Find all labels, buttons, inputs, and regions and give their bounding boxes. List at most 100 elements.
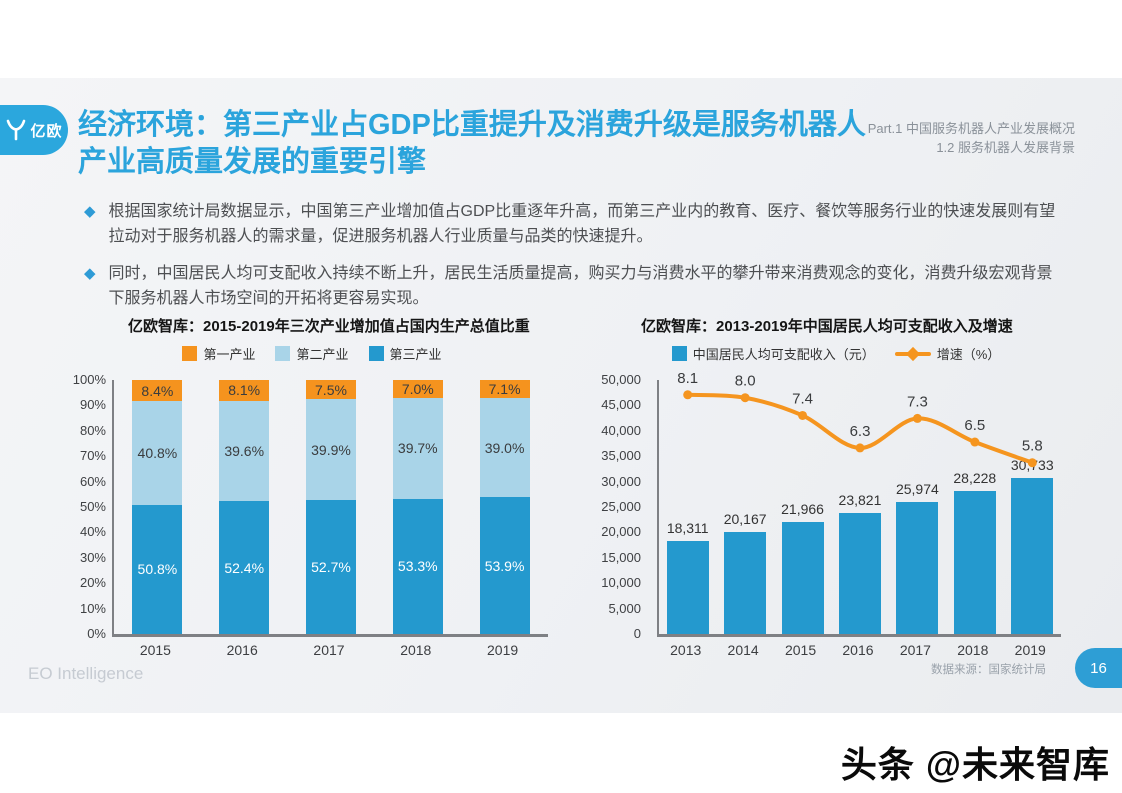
legend-swatch [671, 346, 687, 361]
x-tick-label: 2019 [1014, 642, 1046, 658]
section-subpart: 1.2 服务机器人发展背景 [936, 140, 1075, 155]
y-tick-label: 90% [79, 397, 106, 413]
line-point-marker [855, 443, 865, 453]
legend-item: 增速（%） [894, 344, 1001, 363]
y-tick-label: 5,000 [608, 600, 641, 616]
bar [781, 522, 824, 634]
eo-logo: 亿欧 [0, 105, 68, 155]
legend-label: 第二产业 [296, 347, 349, 362]
legend-item: 第三产业 [368, 344, 442, 363]
bar-segment: 7.5% [305, 380, 356, 400]
line-point-marker [970, 437, 980, 447]
stacked-bar: 7.5% 39.9% 52.7% [305, 380, 356, 634]
bullet-item: ◆ 同时，中国居民人均可支配收入持续不断上升，居民生活质量提高，购买力与消费水平… [84, 261, 1066, 311]
y-tick-label: 50% [79, 499, 106, 514]
bar-segment: 8.1% [219, 380, 270, 401]
y-tick-label: 50,000 [601, 372, 641, 387]
bullet-text: 根据国家统计局数据显示，中国第三产业增加值占GDP比重逐年升高，而第三产业内的教… [108, 203, 1056, 245]
income-chart-title: 亿欧智库：2013-2019年中国居民人均可支配收入及增速 [641, 318, 1013, 335]
y-tick-label: 40% [79, 524, 106, 540]
stacked-bar: 8.4% 40.8% 50.8% [132, 380, 183, 634]
bar-column: 28,228 [953, 380, 996, 634]
industry-chart-xaxis: 2015 2016 2017 2018 2019 [112, 642, 546, 658]
bar-segment: 39.9% [305, 399, 356, 501]
stacked-bar: 8.1% 39.6% 52.4% [219, 380, 270, 634]
bar [838, 513, 881, 634]
bar-value-label: 23,821 [838, 492, 882, 508]
legend-label: 增速（%） [936, 347, 1001, 362]
y-tick-label: 60% [79, 473, 106, 489]
bullet-list: ◆ 根据国家统计局数据显示，中国第三产业增加值占GDP比重逐年升高，而第三产业内… [84, 199, 1066, 323]
section-breadcrumb: Part.1 中国服务机器人产业发展概况 1.2 服务机器人发展背景 [868, 119, 1075, 157]
line-point-marker [912, 413, 922, 423]
x-tick-label: 2018 [957, 642, 989, 658]
income-chart: 亿欧智库：2013-2019年中国居民人均可支配收入及增速 中国居民人均可支配收… [597, 315, 1075, 658]
logo-text: 亿欧 [30, 122, 63, 140]
bar-value-label: 21,966 [781, 501, 824, 518]
x-tick-label: 2016 [842, 642, 874, 658]
bar-column: 23,821 [839, 380, 881, 634]
y-tick-label: 35,000 [601, 448, 641, 464]
bar-segment: 40.8% [132, 401, 183, 505]
line-value-label: 8.1 [677, 370, 698, 387]
x-tick-label: 2019 [487, 642, 519, 658]
y-tick-label: 0% [87, 626, 106, 641]
line-point-marker [798, 410, 808, 420]
y-tick-label: 45,000 [601, 397, 641, 413]
bar-value-label: 18,311 [666, 519, 709, 536]
bar-segment: 8.4% [132, 380, 183, 402]
y-tick-label: 20,000 [601, 524, 641, 540]
industry-chart-plot-wrap: 100% 90% 80% 70% 60% 50% 40% 30% 20% 10% 0% 8.4% 40… [62, 372, 562, 658]
growth-line-layer: 8.1 8.0 7.4 6.3 7.3 6.5 5.8 [677, 370, 1043, 468]
bar [666, 540, 709, 634]
bar-column: 18,311 [666, 380, 709, 634]
page-number-badge: 16 [1075, 648, 1122, 688]
x-tick-label: 2018 [400, 642, 432, 658]
industry-chart-title: 亿欧智库：2015-2019年三次产业增加值占国内生产总值比重 [128, 318, 530, 335]
line-value-label: 5.8 [1022, 438, 1043, 455]
income-chart-legend: 中国居民人均可支配收入（元） 增速（%） [597, 344, 1075, 363]
x-tick-label: 2013 [670, 642, 702, 658]
bar-segment: 52.4% [219, 501, 270, 634]
bar-column: 21,966 [781, 380, 824, 634]
legend-line-marker-icon [905, 346, 920, 361]
legend-label: 第一产业 [203, 347, 256, 362]
bullet-item: ◆ 根据国家统计局数据显示，中国第三产业增加值占GDP比重逐年升高，而第三产业内… [84, 199, 1066, 249]
line-value-label: 7.3 [907, 393, 928, 410]
legend-label: 中国居民人均可支配收入（元） [692, 347, 875, 362]
line-value-label: 8.0 [735, 373, 756, 390]
legend-item: 第二产业 [275, 344, 349, 363]
y-tick-label: 20% [79, 575, 106, 591]
legend-swatch [368, 346, 384, 361]
y-tick-label: 10,000 [601, 575, 641, 591]
y-tick-label: 70% [79, 448, 106, 464]
y-tick-label: 30% [79, 549, 106, 565]
bar [953, 490, 996, 634]
bar-segment: 7.1% [479, 380, 530, 399]
y-tick-label: 40,000 [601, 422, 641, 438]
line-value-label: 7.4 [792, 390, 813, 407]
legend-swatch [182, 346, 198, 361]
legend-swatch [275, 346, 291, 361]
industry-chart-plot: 8.4% 40.8% 50.8% 8.1% 39.6% 52.4% 7.5% 39.9% 52.… [112, 380, 548, 637]
eo-logo-icon [7, 119, 26, 141]
bar-segment: 50.8% [132, 504, 183, 634]
line-value-label: 6.5 [964, 417, 985, 434]
line-value-label: 6.3 [850, 423, 871, 440]
bar-value-label: 20,167 [723, 510, 767, 527]
line-point-marker [740, 393, 750, 403]
bar-value-label: 25,974 [895, 481, 939, 498]
bar-column: 20,167 [724, 380, 767, 634]
income-chart-plot: 18,31120,16721,96623,82125,97428,22830,7… [657, 370, 1061, 637]
y-tick-label: 80% [79, 422, 106, 438]
legend-label: 第三产业 [389, 347, 442, 362]
bullet-text: 同时，中国居民人均可支配收入持续不断上升，居民生活质量提高，购买力与消费水平的攀… [108, 265, 1053, 307]
bar-segment: 52.7% [305, 500, 356, 634]
stacked-bar: 7.0% 39.7% 53.3% [392, 380, 443, 634]
legend-item: 第一产业 [182, 344, 255, 363]
y-tick-label: 0 [633, 626, 641, 641]
legend-line-swatch [894, 346, 931, 361]
y-tick-label: 15,000 [601, 549, 641, 565]
page-title-line2: 产业高质量发展的重要引擎 [78, 146, 427, 178]
bar-column: 25,974 [896, 380, 939, 634]
